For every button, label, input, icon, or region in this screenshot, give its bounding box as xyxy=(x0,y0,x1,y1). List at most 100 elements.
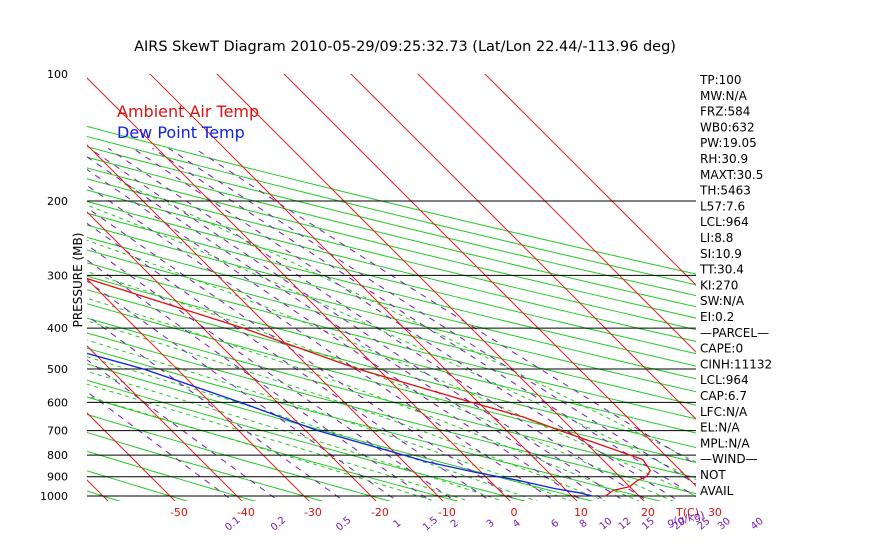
dry-adiabat-4 xyxy=(87,413,392,501)
index-item: SW:N/A xyxy=(700,294,745,308)
index-item: —WIND— xyxy=(700,452,758,466)
mixing-ratio-label: 3 xyxy=(485,518,497,531)
bottom-tick-label: -50 xyxy=(170,506,188,519)
isotherm-15 xyxy=(87,77,511,501)
bottom-tick-label: 0 xyxy=(510,506,517,519)
isotherm-19 xyxy=(350,74,696,420)
dry-adiabat-14 xyxy=(87,262,696,420)
mixing-ratio-line-12 xyxy=(107,147,649,501)
bottom-tick-label: 20 xyxy=(641,506,655,519)
index-item: MPL:N/A xyxy=(700,436,750,450)
moist-adiabat-10 xyxy=(118,181,696,463)
mixing-ratio-label: 0.2 xyxy=(269,515,288,534)
dry-adiabat-3 xyxy=(87,431,324,501)
bottom-tick-label: 30 xyxy=(708,506,722,519)
pressure-tick-labels: 100 200 300 400 500 600 700 800 900 1000 xyxy=(40,68,68,503)
bottom-tick-label: 10 xyxy=(574,506,588,519)
index-item: MW:N/A xyxy=(700,89,748,103)
dry-adiabat-24 xyxy=(87,146,696,297)
pressure-label-600: 600 xyxy=(47,396,68,409)
chart-title: AIRS SkewT Diagram 2010-05-29/09:25:32.7… xyxy=(134,39,676,55)
index-item: LI:8.8 xyxy=(700,231,733,245)
index-item: CAP:6.7 xyxy=(700,389,747,403)
index-item: TP:100 xyxy=(699,73,742,87)
index-item: EI:0.2 xyxy=(700,310,734,324)
index-item: EL:N/A xyxy=(700,421,740,435)
dry-adiabat-22 xyxy=(87,167,696,319)
legend-dew-point-temp: Dew Point Temp xyxy=(117,123,245,142)
bottom-tick-label: -40 xyxy=(237,506,255,519)
index-item: WB0:632 xyxy=(700,120,755,134)
mixing-ratio-label: 4 xyxy=(511,518,523,531)
index-item: KI:270 xyxy=(700,278,738,292)
index-item: L57:7.6 xyxy=(700,199,745,213)
index-item: LCL:964 xyxy=(700,373,749,387)
moist-adiabats xyxy=(87,181,696,501)
index-item: SI:10.9 xyxy=(700,247,742,261)
mixing-ratio-line-14 xyxy=(152,147,696,498)
y-axis-label: PRESSURE (MB) xyxy=(71,233,85,328)
index-item: FRZ:584 xyxy=(700,105,750,119)
moist-adiabat-2 xyxy=(87,370,504,501)
dry-adiabat-1 xyxy=(87,470,189,501)
pressure-label-1000: 1000 xyxy=(40,490,68,503)
dry-adiabat-8 xyxy=(87,347,662,501)
isotherm-11 xyxy=(87,345,243,501)
dry-adiabat-18 xyxy=(87,212,696,367)
moist-adiabat-5 xyxy=(87,320,607,501)
profiles xyxy=(87,277,651,497)
isobars xyxy=(87,200,696,497)
pressure-label-900: 900 xyxy=(47,471,68,484)
dry-adiabat-15 xyxy=(87,249,696,406)
pressure-label-800: 800 xyxy=(47,449,68,462)
isotherm-14 xyxy=(87,144,444,501)
mixing-ratio-label: 8 xyxy=(578,518,590,531)
pressure-label-500: 500 xyxy=(47,363,68,376)
isotherm-18 xyxy=(283,74,696,487)
bottom-tick-label: -10 xyxy=(438,506,456,519)
legend-ambient-air-temp: Ambient Air Temp xyxy=(117,102,259,121)
index-item: RH:30.9 xyxy=(700,152,748,166)
pressure-label-200: 200 xyxy=(47,195,68,208)
dry-adiabat-11 xyxy=(87,303,696,463)
index-item: AVAIL xyxy=(700,484,734,498)
legend: Ambient Air Temp Dew Point Temp xyxy=(117,102,259,142)
bottom-temperature-ticks: -50 -40 -30 -20 -10 0 10 20 30 xyxy=(170,506,722,519)
pressure-label-100: 100 xyxy=(47,68,68,81)
mixing-ratio-label: 12 xyxy=(617,516,634,533)
dry-adiabat-16 xyxy=(87,236,696,393)
index-item: LCL:964 xyxy=(700,215,749,229)
dry-adiabat-25 xyxy=(87,135,696,286)
dry-adiabat-26 xyxy=(87,125,696,275)
mixing-ratio-label: 6 xyxy=(549,518,561,531)
index-item: TH:5463 xyxy=(699,184,751,198)
moist-adiabat-3 xyxy=(87,356,539,501)
isotherms xyxy=(0,55,696,505)
mixing-ratio-line-1 xyxy=(87,359,280,501)
index-item: NOT xyxy=(700,468,726,482)
isotherm-10 xyxy=(87,412,176,501)
index-item: —PARCEL— xyxy=(700,326,769,340)
bottom-tick-label: -20 xyxy=(371,506,389,519)
pressure-label-700: 700 xyxy=(47,425,68,438)
pressure-label-400: 400 xyxy=(47,322,68,335)
dry-adiabat-23 xyxy=(87,156,696,308)
moist-adiabat-1 xyxy=(87,383,470,501)
isotherm-20 xyxy=(417,74,696,353)
isotherm-17 xyxy=(216,74,645,501)
dry-adiabat-17 xyxy=(87,224,696,380)
dry-adiabat-21 xyxy=(87,178,696,331)
dry-adiabat-19 xyxy=(87,200,696,355)
isotherm-13 xyxy=(87,211,377,501)
index-item: LFC:N/A xyxy=(700,405,748,419)
mixing-ratio-label: 0.5 xyxy=(334,515,353,534)
isotherm-8 xyxy=(0,55,45,505)
mixing-ratio-line-11 xyxy=(89,147,626,501)
mixing-ratio-line-15 xyxy=(168,147,696,485)
dry-adiabat-13 xyxy=(87,275,696,434)
bottom-temp-unit: T(C) xyxy=(675,506,699,519)
index-item: TT:30.4 xyxy=(699,263,744,277)
isotherm-16 xyxy=(149,74,578,501)
